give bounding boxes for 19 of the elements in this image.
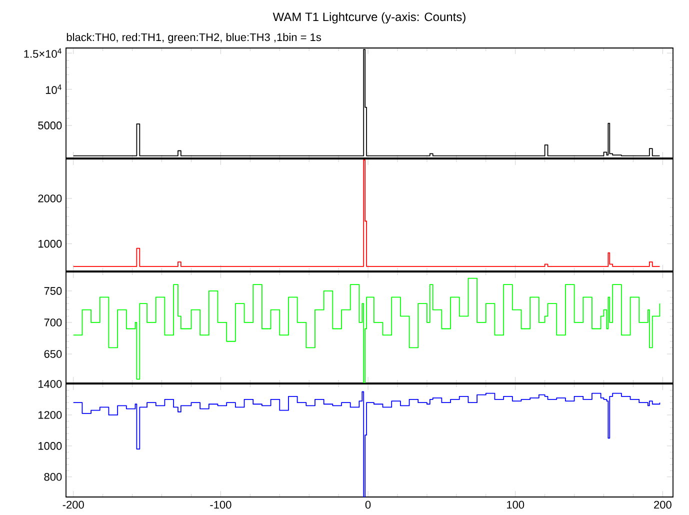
y-tick-label: 2000: [38, 194, 62, 202]
y-tick-label: 1000: [38, 240, 62, 248]
x-tick-label: 0: [365, 500, 371, 509]
x-tick-label: -100: [210, 500, 232, 509]
y-tick-label: 750: [44, 287, 62, 295]
y-tick-label: 1400: [38, 380, 62, 388]
y-tick-label: 5000: [38, 122, 62, 130]
chart-subtitle: black:TH0, red:TH1, green:TH2, blue:TH3 ,1bin = 1s: [66, 33, 322, 44]
x-tick-label: 100: [507, 500, 524, 509]
chart-title: WAM T1 Lightcurve (y-axis: Counts): [272, 12, 466, 24]
y-tick-label: 10$^{4}$: [46, 84, 62, 94]
y-tick-label: 1200: [38, 411, 62, 419]
x-tick-label: 200: [654, 500, 672, 509]
x-tick-label: -200: [62, 500, 84, 509]
y-tick-label: 650: [44, 350, 62, 358]
y-tick-label: 700: [44, 318, 62, 326]
y-tick-label: 1.5×10$^{4}$: [24, 48, 62, 58]
y-tick-label: 800: [44, 472, 62, 481]
y-tick-label: 1000: [38, 442, 62, 450]
